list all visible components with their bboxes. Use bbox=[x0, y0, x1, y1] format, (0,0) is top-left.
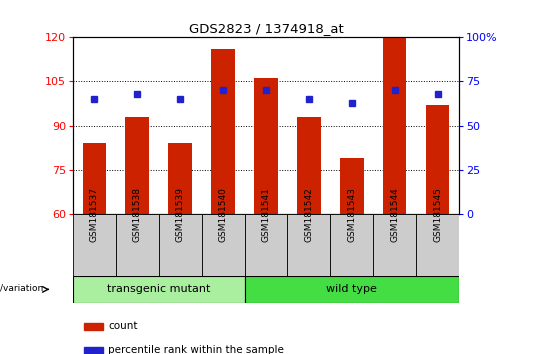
Bar bbox=[84, 323, 103, 330]
Bar bbox=[73, 214, 116, 276]
Bar bbox=[84, 347, 103, 354]
Text: GSM181539: GSM181539 bbox=[176, 187, 185, 242]
Text: GSM181541: GSM181541 bbox=[261, 187, 271, 242]
Text: wild type: wild type bbox=[326, 284, 377, 295]
Text: transgenic mutant: transgenic mutant bbox=[107, 284, 211, 295]
Bar bbox=[211, 49, 235, 214]
Bar bbox=[73, 276, 245, 303]
Text: GSM181538: GSM181538 bbox=[133, 187, 141, 242]
Bar bbox=[83, 143, 106, 214]
Text: GSM181543: GSM181543 bbox=[347, 187, 356, 242]
Text: GSM181545: GSM181545 bbox=[433, 187, 442, 242]
Bar bbox=[383, 37, 407, 214]
Bar bbox=[287, 214, 330, 276]
Text: GSM181542: GSM181542 bbox=[305, 187, 313, 242]
Bar bbox=[426, 105, 449, 214]
Bar bbox=[245, 276, 459, 303]
Text: genotype/variation: genotype/variation bbox=[0, 284, 44, 292]
Bar bbox=[125, 117, 149, 214]
Bar bbox=[297, 117, 321, 214]
Text: GSM181540: GSM181540 bbox=[219, 187, 227, 242]
Title: GDS2823 / 1374918_at: GDS2823 / 1374918_at bbox=[188, 22, 343, 35]
Text: GSM181537: GSM181537 bbox=[90, 187, 99, 242]
Bar bbox=[245, 214, 287, 276]
Bar bbox=[201, 214, 245, 276]
Bar bbox=[168, 143, 192, 214]
Bar bbox=[254, 79, 278, 214]
Bar bbox=[416, 214, 459, 276]
Bar bbox=[373, 214, 416, 276]
Bar bbox=[116, 214, 159, 276]
Bar bbox=[159, 214, 201, 276]
Text: GSM181544: GSM181544 bbox=[390, 187, 399, 242]
Text: percentile rank within the sample: percentile rank within the sample bbox=[108, 345, 284, 354]
Bar bbox=[330, 214, 373, 276]
Text: count: count bbox=[108, 321, 138, 331]
Bar bbox=[340, 158, 363, 214]
